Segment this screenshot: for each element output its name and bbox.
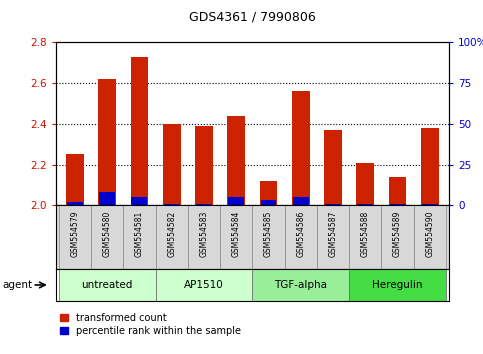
Bar: [227, 116, 245, 205]
Bar: [99, 192, 115, 205]
Text: Heregulin: Heregulin: [372, 280, 423, 290]
Bar: [349, 205, 382, 269]
Bar: [91, 205, 123, 269]
Bar: [195, 126, 213, 205]
Text: GSM554579: GSM554579: [71, 210, 79, 257]
Bar: [253, 269, 349, 301]
Bar: [59, 205, 91, 269]
Text: GSM554582: GSM554582: [167, 210, 176, 257]
Bar: [156, 205, 188, 269]
Bar: [390, 204, 406, 205]
Bar: [260, 200, 276, 205]
Text: GSM554583: GSM554583: [199, 210, 209, 257]
Bar: [163, 124, 181, 205]
Bar: [131, 197, 147, 205]
Bar: [421, 128, 439, 205]
Bar: [156, 269, 253, 301]
Bar: [99, 79, 116, 205]
Bar: [325, 204, 341, 205]
Bar: [196, 204, 212, 205]
Bar: [66, 154, 84, 205]
Bar: [414, 205, 446, 269]
Text: AP1510: AP1510: [184, 280, 224, 290]
Bar: [67, 202, 83, 205]
Bar: [123, 205, 156, 269]
Text: GSM554586: GSM554586: [296, 210, 305, 257]
Text: GSM554580: GSM554580: [103, 210, 112, 257]
Text: GSM554585: GSM554585: [264, 210, 273, 257]
Bar: [349, 269, 446, 301]
Text: GDS4361 / 7990806: GDS4361 / 7990806: [189, 11, 316, 24]
Bar: [389, 177, 406, 205]
Bar: [188, 205, 220, 269]
Bar: [317, 205, 349, 269]
Bar: [356, 162, 374, 205]
Bar: [164, 204, 180, 205]
Text: GSM554588: GSM554588: [361, 210, 370, 257]
Bar: [324, 130, 342, 205]
Text: untreated: untreated: [82, 280, 133, 290]
Text: GSM554584: GSM554584: [232, 210, 241, 257]
Text: GSM554589: GSM554589: [393, 210, 402, 257]
Bar: [59, 269, 156, 301]
Bar: [220, 205, 253, 269]
Bar: [382, 205, 414, 269]
Bar: [130, 57, 148, 205]
Bar: [357, 204, 373, 205]
Bar: [228, 197, 244, 205]
Text: GSM554581: GSM554581: [135, 210, 144, 257]
Bar: [260, 181, 277, 205]
Bar: [284, 205, 317, 269]
Bar: [253, 205, 284, 269]
Bar: [292, 91, 310, 205]
Text: GSM554590: GSM554590: [426, 210, 434, 257]
Bar: [422, 204, 438, 205]
Text: GSM554587: GSM554587: [328, 210, 338, 257]
Text: agent: agent: [2, 280, 32, 290]
Bar: [293, 197, 309, 205]
Text: TGF-alpha: TGF-alpha: [274, 280, 327, 290]
Legend: transformed count, percentile rank within the sample: transformed count, percentile rank withi…: [60, 313, 241, 336]
